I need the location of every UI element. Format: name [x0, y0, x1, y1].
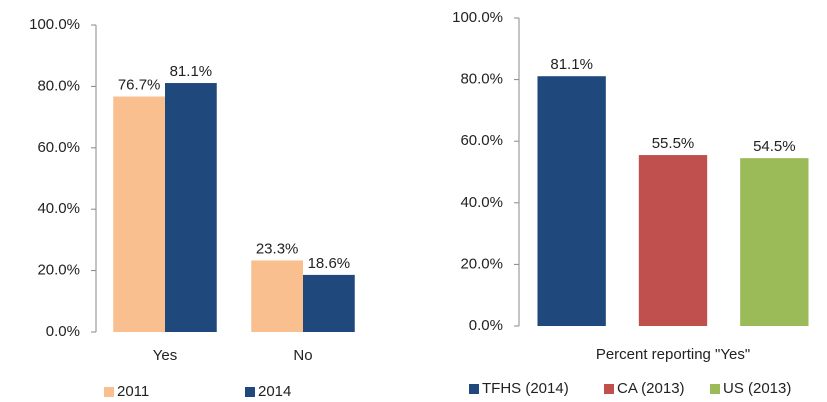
legend-label: TFHS (2014)	[482, 380, 569, 397]
legend-label: CA (2013)	[617, 380, 685, 397]
x-tick-label: Yes	[153, 347, 177, 364]
legend-swatch	[245, 387, 255, 397]
legend-swatch	[710, 384, 720, 394]
bar	[740, 158, 809, 326]
bar	[251, 260, 303, 332]
legend-swatch	[104, 387, 114, 397]
y-tick-label: 80.0%	[37, 77, 80, 94]
y-tick-label: 60.0%	[460, 132, 503, 149]
legend-swatch	[469, 384, 479, 394]
legend-label: 2011	[117, 383, 149, 400]
bar	[165, 83, 217, 332]
data-label: 18.6%	[308, 255, 351, 272]
x-tick-label: No	[293, 347, 312, 364]
y-tick-label: 80.0%	[460, 71, 503, 88]
bar	[537, 76, 606, 326]
y-tick-label: 100.0%	[29, 16, 80, 33]
y-tick-label: 40.0%	[37, 200, 80, 217]
x-tick-label: Percent reporting "Yes"	[596, 346, 750, 363]
data-label: 55.5%	[652, 135, 695, 152]
y-tick-label: 20.0%	[460, 255, 503, 272]
data-label: 23.3%	[256, 240, 299, 257]
data-label: 81.1%	[170, 63, 213, 80]
data-label: 54.5%	[753, 138, 796, 155]
y-tick-label: 0.0%	[46, 323, 80, 340]
data-label: 76.7%	[118, 76, 161, 93]
y-tick-label: 100.0%	[452, 9, 503, 26]
legend-label: 2014	[258, 383, 291, 400]
legend-swatch	[604, 384, 614, 394]
y-tick-label: 20.0%	[37, 262, 80, 279]
y-tick-label: 40.0%	[460, 194, 503, 211]
bar	[303, 274, 355, 332]
y-tick-label: 60.0%	[37, 139, 80, 156]
bar	[638, 155, 708, 326]
legend-label: US (2013)	[723, 380, 791, 397]
data-label: 81.1%	[550, 56, 593, 73]
bar	[113, 96, 165, 332]
y-tick-label: 0.0%	[469, 317, 503, 334]
